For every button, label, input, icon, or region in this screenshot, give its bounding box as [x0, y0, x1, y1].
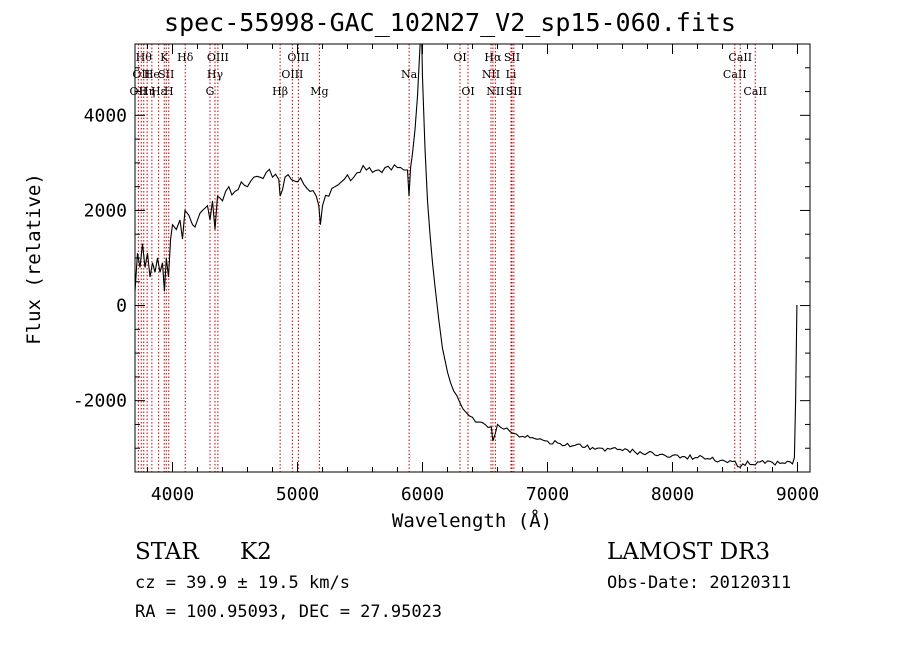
y-tick-label: 0 [116, 296, 127, 317]
line-marker-label: OIII [281, 68, 303, 81]
y-axis-label: Flux (relative) [23, 173, 45, 345]
line-marker-label: SII [158, 68, 174, 81]
x-tick-label: 4000 [151, 484, 194, 505]
line-marker-label: G [206, 85, 215, 98]
line-marker-label: Na [401, 68, 418, 81]
line-marker-label: SII [506, 85, 522, 98]
x-tick-label: 7000 [526, 484, 569, 505]
x-tick-label: 5000 [276, 484, 319, 505]
x-axis-label: Wavelength (Å) [391, 510, 553, 532]
line-marker-label: Hε [151, 85, 167, 98]
line-marker-label: Hα [484, 51, 502, 64]
line-marker-label: Hβ [272, 85, 288, 98]
line-marker-label: He [144, 68, 160, 81]
object-subclass: K2 [240, 539, 272, 565]
spectrum-line [135, 44, 798, 468]
y-tick-label: -2000 [73, 391, 127, 412]
line-marker-label: Hγ [207, 68, 224, 81]
line-marker-label: Hη [139, 85, 155, 98]
y-tick-label: 2000 [84, 200, 127, 221]
plot-frame [134, 43, 811, 473]
redshift-cz: cz = 39.9 ± 19.5 km/s [135, 573, 350, 593]
chart-title: spec-55998-GAC_102N27_V2_sp15-060.fits [164, 8, 736, 37]
line-marker-label: Li [506, 68, 517, 81]
line-marker-label: SII [504, 51, 520, 64]
line-marker-label: NII [486, 85, 504, 98]
x-tick-label: 8000 [651, 484, 694, 505]
line-marker-label: CaII [728, 51, 752, 64]
object-class: STAR [135, 539, 199, 565]
line-marker-label: OIII [207, 51, 229, 64]
line-marker-label: H [164, 85, 174, 98]
ra-dec: RA = 100.95093, DEC = 27.95023 [135, 602, 443, 622]
observation-date: Obs-Date: 20120311 [607, 573, 792, 593]
line-marker-label: K [160, 51, 169, 64]
y-tick-label: 4000 [84, 105, 127, 126]
survey-name: LAMOST DR3 [607, 539, 771, 565]
line-marker-label: CaII [743, 85, 767, 98]
line-marker-label: Hθ [136, 51, 153, 64]
line-marker-label: OII [132, 68, 150, 81]
line-marker-label: CaII [723, 68, 747, 81]
line-marker-label: Hδ [177, 51, 194, 64]
line-marker-label: OIII [287, 51, 309, 64]
line-marker-label: OI [453, 51, 466, 64]
x-tick-label: 6000 [401, 484, 444, 505]
line-marker-label: NII [482, 68, 500, 81]
line-marker-label: OI [461, 85, 474, 98]
line-marker-label: Mg [310, 85, 328, 98]
x-tick-label: 9000 [776, 484, 819, 505]
